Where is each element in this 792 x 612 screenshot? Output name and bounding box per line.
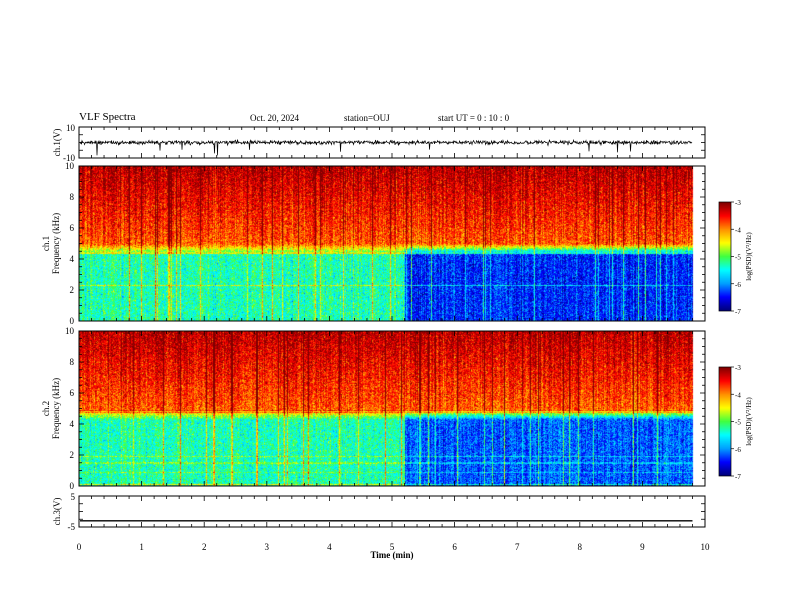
ch2-spec-ytick-label: 6: [70, 388, 75, 398]
x-tick-label: 0: [77, 542, 82, 552]
ch1-wave-ytick-label: -10: [63, 153, 75, 163]
ch2-spec-colorbar-tick-label: -3: [735, 364, 741, 372]
ch1-spec-colorbar-tick-label: -5: [735, 254, 741, 262]
x-axis-label: Time (min): [370, 550, 413, 560]
x-tick-label: 10: [701, 542, 711, 552]
ch1-spec-ytick-label: 6: [70, 223, 75, 233]
ch1-wave-ylabel: ch.1(V): [52, 129, 62, 157]
x-tick-label: 8: [578, 542, 583, 552]
ch3-wave-ytick-label: 5: [71, 492, 76, 502]
x-tick-label: 3: [265, 542, 270, 552]
x-tick-label: 5: [390, 542, 395, 552]
ch2-spec-colorbar-tick-label: -4: [735, 391, 741, 399]
ch1-spec-colorbar-tick-label: -4: [735, 226, 741, 234]
ch1-spec-colorbar-label: log(PSD)(V²/Hz): [745, 232, 753, 281]
ch1-spec-ytick-label: 0: [70, 316, 75, 326]
x-tick-label: 2: [202, 542, 207, 552]
ch1-spec-ytick-label: 8: [70, 192, 75, 202]
ch1-spec-colorbar-tick-label: -6: [735, 281, 741, 289]
station-label: station=OUJ: [344, 113, 390, 123]
ch1-spec-colorbar-tick-label: -7: [735, 308, 741, 316]
x-tick-label: 6: [452, 542, 457, 552]
ch1-spec-ytick-label: 10: [65, 161, 75, 171]
start-time-label: start UT = 0 : 10 : 0: [438, 113, 510, 123]
ch2-spec-ytick-label: 10: [65, 326, 75, 336]
ch2-spec-colorbar-tick-label: -7: [735, 473, 741, 481]
ch3-wave-ytick-label: -5: [68, 522, 76, 532]
ch1-spec-ytick-label: 2: [70, 285, 75, 295]
date-label: Oct. 20, 2024: [250, 113, 299, 123]
x-tick-label: 7: [515, 542, 520, 552]
ch2-spec-ytick-label: 0: [70, 481, 75, 491]
ch1-spec-heatmap: [79, 166, 705, 321]
ch1-spec-ylabel: ch.1Frequency (kHz): [41, 213, 61, 274]
ch2-spec-ytick-label: 2: [70, 450, 75, 460]
x-tick-label: 1: [139, 542, 144, 552]
ch1-spec-colorbar: [719, 202, 731, 311]
ch1-wave-ytick-label: 10: [66, 123, 76, 133]
ch3-wave-ylabel: ch.3(V): [52, 498, 62, 526]
ch1-spec-colorbar-tick-label: -3: [735, 199, 741, 207]
x-tick-label: 4: [327, 542, 332, 552]
ch2-spec-heatmap: [79, 331, 705, 486]
chart-title: VLF Spectra: [79, 111, 136, 123]
ch2-spec-colorbar-tick-label: -5: [735, 419, 741, 427]
ch2-spec-ytick-label: 8: [70, 357, 75, 367]
ch1-waveform-trace: [79, 138, 693, 156]
ch2-spec-ylabel: ch.2Frequency (kHz): [41, 378, 61, 439]
ch2-spec-colorbar-tick-label: -6: [735, 446, 741, 454]
ch2-spec-colorbar-label: log(PSD)(V²/Hz): [745, 397, 753, 446]
x-tick-label: 9: [640, 542, 645, 552]
ch2-spec-ytick-label: 4: [70, 419, 75, 429]
ch2-spec-colorbar: [719, 367, 731, 476]
ch1-spec-ytick-label: 4: [70, 254, 75, 264]
